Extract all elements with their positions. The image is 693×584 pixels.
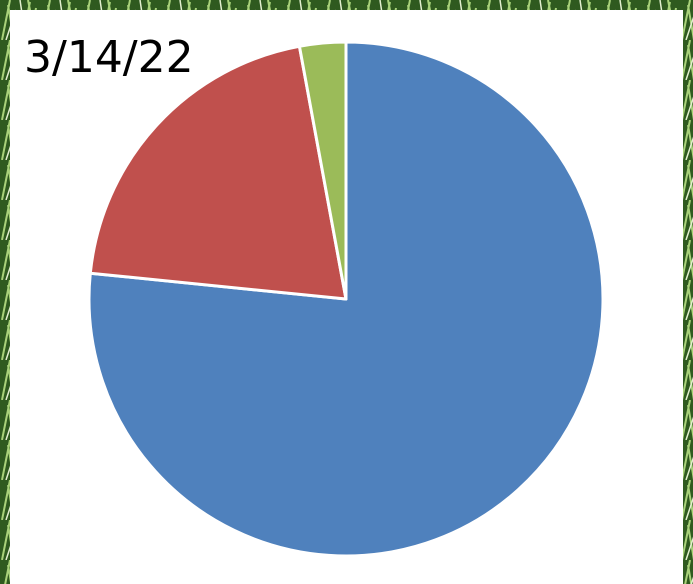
chart-title: 3/14/22 <box>24 32 194 83</box>
pie-slice <box>87 40 605 558</box>
pie-slice <box>297 40 348 301</box>
pie <box>87 40 605 558</box>
pie-slice <box>88 44 348 301</box>
